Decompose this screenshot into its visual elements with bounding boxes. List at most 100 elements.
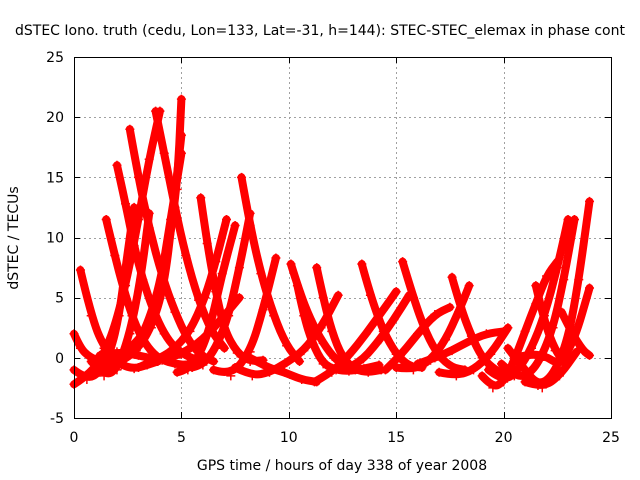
data-point-marker (75, 265, 85, 275)
data-point-marker (550, 346, 560, 356)
data-point-marker (451, 371, 461, 381)
data-series (187, 208, 255, 372)
series-line (557, 308, 594, 360)
data-point-marker (247, 371, 257, 381)
data-point-marker (271, 253, 281, 263)
data-point-marker (82, 374, 92, 384)
data-series (531, 281, 571, 369)
series-line (435, 323, 512, 379)
data-point-marker (282, 341, 292, 351)
data-point-marker (413, 329, 423, 339)
data-point-marker (170, 359, 180, 369)
data-point-marker (378, 305, 388, 315)
data-point-marker (299, 311, 309, 321)
data-point-marker (585, 283, 595, 293)
data-point-marker (230, 362, 240, 372)
data-point-marker (312, 263, 322, 273)
data-point-marker (125, 329, 135, 339)
data-series (292, 281, 384, 376)
data-point-marker (578, 346, 588, 356)
data-point-marker (187, 362, 197, 372)
data-point-marker (477, 371, 487, 381)
data-point-marker (531, 281, 541, 291)
data-point-marker (110, 251, 120, 261)
data-point-marker (447, 346, 457, 356)
data-point-marker (391, 287, 401, 297)
data-point-marker (552, 263, 562, 273)
data-point-marker (269, 311, 279, 321)
data-point-marker (196, 348, 206, 358)
series-line (95, 293, 244, 363)
data-point-marker (488, 383, 498, 393)
series-line (293, 281, 383, 375)
data-point-marker (245, 353, 255, 363)
series-line (357, 260, 426, 372)
data-point-marker (226, 371, 236, 381)
x-tick-label: 10 (280, 430, 298, 446)
data-point-marker (101, 214, 111, 224)
data-point-marker (121, 263, 131, 273)
data-point-marker (136, 331, 146, 341)
data-point-marker (103, 362, 113, 372)
data-point-marker (138, 275, 148, 285)
data-point-marker (585, 196, 595, 206)
data-point-marker (421, 329, 431, 339)
data-point-marker (299, 346, 309, 356)
data-point-marker (121, 199, 131, 209)
data-point-marker (398, 257, 408, 267)
data-point-marker (86, 311, 96, 321)
data-point-marker (310, 377, 320, 387)
data-point-marker (374, 360, 384, 370)
data-point-marker (539, 350, 549, 360)
data-point-marker (413, 359, 423, 369)
data-point-marker (554, 371, 564, 381)
data-point-marker (520, 326, 530, 336)
data-point-marker (391, 362, 401, 372)
data-point-marker (286, 259, 296, 269)
data-point-marker (499, 377, 509, 387)
data-point-marker (344, 350, 354, 360)
data-point-marker (585, 350, 595, 360)
y-tick-label: -5 (50, 411, 64, 427)
x-tick-label: 20 (495, 430, 513, 446)
data-point-marker (217, 269, 227, 279)
data-point-marker (509, 371, 519, 381)
data-point-marker (196, 193, 206, 203)
data-point-marker (129, 202, 139, 212)
y-axis-label: dSTEC / TECUs (6, 186, 22, 289)
data-point-marker (567, 329, 577, 339)
data-series (310, 287, 401, 387)
data-point-marker (202, 239, 212, 249)
data-point-marker (372, 338, 382, 348)
data-point-marker (151, 355, 161, 365)
data-point-marker (357, 259, 367, 269)
data-point-marker (569, 214, 579, 224)
data-point-marker (99, 371, 109, 381)
data-point-marker (224, 311, 234, 321)
data-point-marker (486, 349, 496, 359)
data-point-marker (144, 223, 154, 233)
data-point-marker (144, 154, 154, 164)
data-series (95, 293, 244, 365)
data-point-marker (295, 356, 305, 366)
x-tick-label: 25 (602, 430, 620, 446)
data-point-marker (361, 329, 371, 339)
data-point-marker (496, 359, 506, 369)
data-point-marker (222, 214, 232, 224)
x-tick-label: 0 (70, 430, 79, 446)
data-point-marker (127, 311, 137, 321)
data-point-marker (282, 358, 292, 368)
series-line (503, 197, 594, 387)
data-point-marker (355, 358, 365, 368)
x-axis-label: GPS time / hours of day 338 of year 2008 (197, 458, 487, 474)
data-point-marker (297, 374, 307, 384)
data-point-marker (292, 281, 302, 291)
data-point-marker (144, 322, 154, 332)
data-point-marker (168, 346, 178, 356)
data-point-marker (365, 290, 375, 300)
series-group (69, 94, 595, 393)
data-point-marker (176, 94, 186, 104)
data-point-marker (318, 338, 328, 348)
data-point-marker (114, 311, 124, 321)
